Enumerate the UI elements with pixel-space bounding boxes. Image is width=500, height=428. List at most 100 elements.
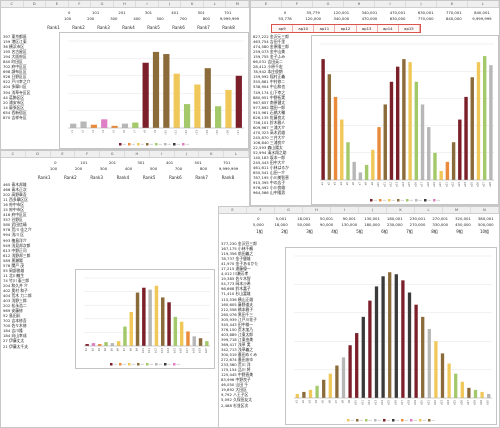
list-item[interactable]: 880,951 中野拓実 [253,94,286,100]
list-item[interactable]: 245,443 田中大介 [253,160,286,166]
bar[interactable] [394,274,398,398]
bar[interactable] [123,326,127,346]
bar[interactable] [467,387,471,398]
list-item[interactable]: 399,718 江東由美 [221,336,254,342]
bar[interactable] [420,104,425,180]
list-item[interactable]: 140,183 坂本一郎 [253,155,286,161]
list-item[interactable]: 700 佐々木修 [3,323,27,329]
bar[interactable] [414,304,418,398]
list-item[interactable]: 345,443 田中雄一 [221,321,254,327]
bar[interactable] [383,104,387,180]
list-item[interactable]: 465 青木邦雄 [3,182,27,187]
list-item[interactable]: 272,674 墨田あゆ [221,357,254,363]
list-item[interactable]: 119,356 前田義之 [221,251,254,257]
list-item[interactable]: 55 岡部俊雄 [3,267,25,273]
bar[interactable] [487,393,491,398]
chart-panel-4[interactable]: d1 d2 d3 d4 d5 d6 d7 d8 d9 d10 d11 d12 d13 d14 d15 d16 d… [285,247,497,425]
list-item[interactable]: 167,175 小林千鶴 [221,246,254,252]
bar[interactable] [401,280,405,398]
list-item[interactable]: 184 吉川隆 [3,328,23,334]
list-item[interactable]: 756,101 鈴木雅人 [253,119,286,125]
bar[interactable] [445,161,450,180]
list-item[interactable]: 46,050 山田 千 [221,382,249,388]
bar[interactable] [371,149,375,180]
list-item[interactable]: 613 中野正司 [3,247,27,253]
bar[interactable] [346,142,350,180]
bar[interactable] [447,363,451,398]
bar[interactable] [408,62,412,180]
list-item[interactable]: 994 浅川 区 [3,232,25,238]
list-item[interactable]: 22,593 森山陽太 [253,145,283,151]
list-item[interactable]: 27 伊藤丈太 [3,338,25,344]
list-item[interactable]: 245,870 三井大介 [253,134,286,140]
bar[interactable] [421,316,425,398]
list-item[interactable]: 949 浅見邦次郎 [3,242,31,248]
list-item[interactable]: 654 西新宿区 [3,109,27,115]
list-item[interactable]: 115,536 横山正雄 [221,296,254,302]
list-item[interactable]: 926 日野区区 [3,74,27,80]
bar[interactable] [315,385,319,398]
list-item[interactable]: 14 幕張区区 [3,104,25,110]
bar[interactable] [340,119,344,180]
list-item[interactable]: 589 黒瀬陽 [3,257,23,263]
bar[interactable] [321,59,325,180]
list-item[interactable]: 416 府中区区 [3,212,27,218]
list-item[interactable]: 397 東京都區 [3,34,27,39]
list-item[interactable]: 160,605 藤野道夫 [221,301,254,307]
list-item[interactable]: 300,519 墨田めぐみ [221,352,258,358]
list-item[interactable]: 474,580 金原隆三郎 [253,44,289,50]
list-item[interactable]: 305,939 江戸川花子 [221,316,257,322]
list-item[interactable]: 202 松永浩二 [3,303,27,309]
bar[interactable] [302,391,306,398]
bar[interactable] [361,316,365,398]
list-item[interactable]: 612 浅野邦三郎 [3,252,31,258]
list-item[interactable]: 78,737 金子健雄 [221,256,251,262]
list-item[interactable]: 233,560 荒川 洋 [221,362,251,368]
list-item[interactable]: 52,994 清水翔之助 [253,150,287,156]
selected-label-row[interactable]: ap9 ap10 ap11 ap12 ap13 ap14 ap15 [271,24,421,33]
bar[interactable] [295,393,299,398]
list-item[interactable]: 202 高野章吾 [3,192,27,198]
list-item[interactable]: 466 青木正次 [3,187,27,193]
list-item[interactable]: 212,558 橋本雅子 [221,306,254,312]
list-item[interactable]: 580 武田信晴 [3,222,27,228]
list-item[interactable]: 650,541 山田一介 [253,170,286,176]
bar[interactable] [80,121,87,128]
bar[interactable] [322,379,326,398]
list-item[interactable]: 787,195 小川美智恵 [253,175,289,181]
bar[interactable] [142,62,149,128]
list-item[interactable]: 2,488 杉並区次 [221,402,249,408]
bar[interactable] [489,65,493,180]
list-item[interactable]: 74 竹川 泰三郎 [3,277,30,283]
list-item[interactable]: 915,395 中の広子 [253,180,286,186]
bar[interactable] [173,316,178,346]
list-item[interactable]: 922 戸川幸之介 [3,79,31,85]
bar[interactable] [439,170,443,180]
list-item[interactable]: 702 吉本修吾 [3,318,27,324]
bar[interactable] [192,336,196,346]
list-item[interactable]: 576 関戸 茂 [3,262,25,268]
list-item[interactable]: 83,996 中野良子 [221,377,251,383]
bar[interactable] [470,77,474,180]
bar[interactable] [235,75,242,128]
chart-panel-3[interactable]: b1 b2 b3 b4 b5 b6 b7 b8 b9 b10 b11 b12 b13 b14 b15 b16 b… [75,269,215,369]
list-item[interactable]: 36 横浜市区 [3,44,25,50]
list-item[interactable]: 976,492 小川良雄 [253,185,286,191]
list-item[interactable]: 260,076 黒田千三 [221,311,254,317]
list-item[interactable]: 19,892 大田区 [221,387,247,393]
bar[interactable] [132,122,139,128]
bar[interactable] [111,125,118,128]
bar[interactable] [451,142,456,180]
bar[interactable] [116,341,121,346]
list-item[interactable]: 11 西多摩区区 [3,197,29,203]
bar[interactable] [205,341,209,346]
bar[interactable] [225,89,232,128]
list-item[interactable]: 977,892 増田一郎 [253,104,286,110]
list-item[interactable]: 195 名古屋区 [3,49,27,55]
list-item[interactable]: 976 荒川 佳之介 [3,227,32,233]
list-item[interactable]: 71,410 杉山富雄 [221,291,251,297]
list-item[interactable]: 125,445 中野直美 [221,372,254,378]
bar[interactable] [388,272,392,398]
bar[interactable] [374,286,379,398]
bar[interactable] [389,81,394,180]
